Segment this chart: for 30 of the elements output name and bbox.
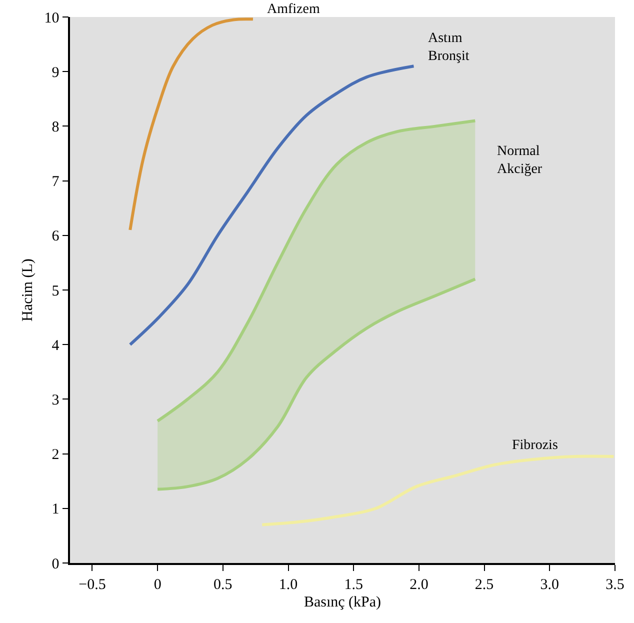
y-tick-label: 5 [52,283,60,300]
x-tick-label: 1.0 [278,576,298,593]
line-series [156,278,477,491]
x-tick-label: 1.5 [344,576,363,593]
line-series [260,454,615,526]
x-tick-label: 2.0 [410,576,428,593]
x-tick-label: 2.5 [474,576,494,593]
y-tick-label: 2 [52,447,60,464]
x-tick-label: 0 [154,576,162,593]
x-tick-label: 3.5 [606,576,624,593]
series-label: Normal Akciğer [497,144,542,178]
y-tick-label: 7 [52,174,60,190]
x-tick-label: 0.5 [214,576,232,593]
y-tick-label: 10 [44,10,60,26]
x-axis-title: Basınç (kPa) [304,594,382,610]
y-tick-label: 9 [52,64,60,81]
y-tick-label: 8 [52,119,60,136]
series-label: Astım Bronşit [428,31,470,64]
series-label: Fibrozis [512,438,558,453]
line-series [128,18,254,232]
x-tick-label: −0.5 [78,576,106,593]
line-series [128,64,416,346]
y-tick-label: 6 [52,228,60,245]
series-label: Amfizem [267,2,320,17]
x-tick-label: 3.0 [540,576,560,593]
y-tick-label: 1 [52,502,60,518]
y-axis-title: Hacim (L) [20,258,36,322]
y-tick-label: 3 [52,392,60,408]
y-tick-label: 0 [52,556,60,572]
y-tick-label: 4 [52,338,60,354]
